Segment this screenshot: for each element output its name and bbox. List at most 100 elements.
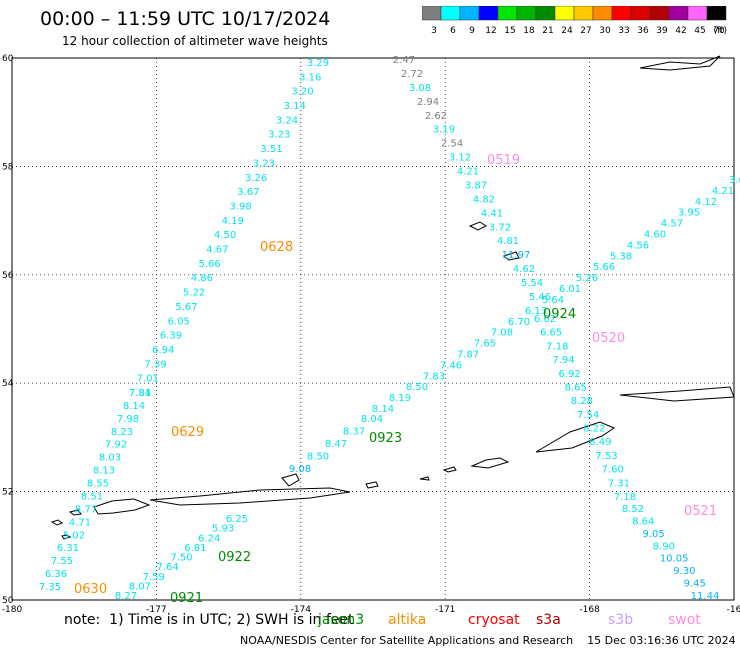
wave-height-value: 7.83: [423, 371, 445, 382]
wave-height-value: 7.55: [51, 556, 73, 567]
coastline: [50, 519, 64, 526]
satellite-legend-cryosat: cryosat: [468, 612, 520, 628]
wave-height-value: 4.56: [627, 240, 649, 251]
wave-height-value: 7.94: [552, 355, 574, 366]
wave-height-value: 6.92: [558, 369, 580, 380]
wave-height-value: 6.01: [559, 284, 581, 295]
wave-height-value: 8.37: [343, 427, 365, 438]
coastline: [68, 509, 82, 516]
footer-note: note: 1) Time is in UTC; 2) SWH is in fe…: [64, 612, 354, 628]
wave-height-value: 4.50: [214, 230, 236, 241]
wave-height-value: 8.55: [87, 479, 109, 490]
wave-height-value: 3.98: [229, 201, 251, 212]
colorbar-tick-label: 27: [580, 26, 591, 36]
coastline: [281, 473, 300, 487]
colorbar-tick-label: 42: [675, 26, 686, 36]
wave-height-value: 5.93: [212, 524, 234, 535]
wave-height-value: 8.27: [115, 591, 137, 602]
lon-tick-label: -174: [291, 605, 312, 615]
lat-tick-label: 50: [2, 596, 14, 606]
wave-height-value: 8.28: [571, 396, 593, 407]
wave-height-value: 6.94: [152, 345, 174, 356]
colorbar-tick-label: 33: [618, 26, 629, 36]
lat-tick-label: 54: [2, 379, 14, 389]
wave-height-value: 2.54: [441, 139, 463, 150]
wave-height-value: 2.72: [401, 69, 423, 80]
wave-height-value: 7.84: [129, 388, 151, 399]
wave-height-value: 8.64: [632, 516, 654, 527]
coastline: [149, 487, 351, 506]
wave-height-value: 5.66: [199, 259, 221, 270]
wave-height-value: 8.47: [325, 439, 347, 450]
wave-height-value: 3.08: [409, 83, 431, 94]
wave-height-value: 8.14: [372, 404, 394, 415]
coastline: [535, 421, 616, 453]
colorbar-tick-label: 21: [542, 26, 553, 36]
wave-height-value: 5.22: [183, 288, 205, 299]
wave-height-value: 6.65: [540, 328, 562, 339]
lat-tick-label: 58: [2, 162, 14, 172]
coastline: [365, 481, 379, 489]
wave-height-value: 4.21: [457, 167, 479, 178]
wave-height-value: 2.94: [417, 97, 439, 108]
wave-height-value: 9.08: [289, 464, 311, 475]
colorbar-tick-label: 9: [469, 26, 475, 36]
wave-height-value: 6.25: [226, 514, 248, 525]
wave-height-value: 8.52: [622, 504, 644, 515]
wave-height-value: 8.77: [75, 504, 97, 515]
track-0923: 8.04 8.378.47 8.509.08 0923: [289, 414, 402, 475]
pass-time-label: 0520: [592, 331, 625, 346]
wave-height-value: 7.18: [546, 341, 568, 352]
wave-height-value: 6.39: [160, 331, 182, 342]
wave-height-value: 7.64: [156, 562, 178, 573]
wave-height-value: 7.53: [595, 451, 617, 462]
lat-tick-label: 60: [2, 54, 14, 64]
wave-height-value: 3.51: [260, 144, 282, 155]
wave-height-value: 3.23: [268, 130, 290, 141]
track-0520: 6.62 6.65 7.18 7.94 6.92 8.65 8.28 7.54 8.22 8.49…: [534, 314, 636, 503]
track-0628: 3.29 3.16 3.20 3.14 3.24 3.23 3.51 3.23 3.26 3.67…: [129, 58, 329, 399]
lat-tick-label: 56: [2, 271, 14, 281]
wave-height-value: 7.87: [457, 349, 479, 360]
wave-height-value: 4.81: [497, 236, 519, 247]
wave-height-value: 9.45: [684, 579, 706, 590]
wave-height-value: 5.66: [593, 262, 615, 273]
wave-height-value: 6.31: [57, 543, 79, 554]
colorbar-tick-label: 18: [523, 26, 535, 36]
coastline: [419, 476, 430, 481]
wave-height-value: 3.14: [284, 101, 306, 112]
lon-tick-label: -168: [579, 605, 600, 615]
satellite-legend-swot: swot: [668, 612, 701, 628]
coastline: [470, 457, 510, 469]
wave-height-value: 3.26: [245, 173, 267, 184]
wave-height-value: 8.13: [93, 466, 115, 477]
wave-height-value: 4.12: [695, 197, 717, 208]
wave-height-value: 8.14: [123, 401, 145, 412]
wave-height-value: 3.72: [489, 222, 511, 233]
coastline: [61, 534, 72, 540]
wave-height-value: 7.31: [608, 478, 630, 489]
wave-height-value: 3.19: [433, 125, 455, 136]
wave-height-value: 7.35: [39, 582, 61, 593]
wave-height-value: 4.21: [712, 186, 734, 197]
wave-height-value: 7.01: [137, 374, 159, 385]
wave-height-value: 6.13: [525, 306, 547, 317]
wave-height-value: 7.81: [129, 388, 151, 399]
wave-height-value: 8.50: [406, 382, 428, 393]
colorbar-unit-label: (ft): [713, 26, 727, 36]
wave-height-value: 10.05: [660, 554, 689, 565]
wave-height-value: 4.57: [661, 219, 683, 230]
wave-height-value: 9.30: [673, 566, 695, 577]
coastline: [502, 251, 520, 261]
wave-height-value: 7.50: [170, 553, 192, 564]
track-0629: 7.84 8.14 7.98 8.23 7.92 8.03 8.13 8.558.51 8.77…: [39, 388, 204, 593]
wave-height-value: 7.98: [117, 414, 139, 425]
wave-height-value: 3.29: [307, 58, 329, 69]
colorbar-tick-label: 30: [599, 26, 611, 36]
wave-height-value: 5.46: [529, 292, 551, 303]
satellite-legend-s3b: s3b: [608, 612, 634, 628]
wave-height-value: 2.62: [425, 111, 447, 122]
wave-height-value: 4.60: [644, 230, 666, 241]
wave-height-value: 5.26: [576, 273, 598, 284]
